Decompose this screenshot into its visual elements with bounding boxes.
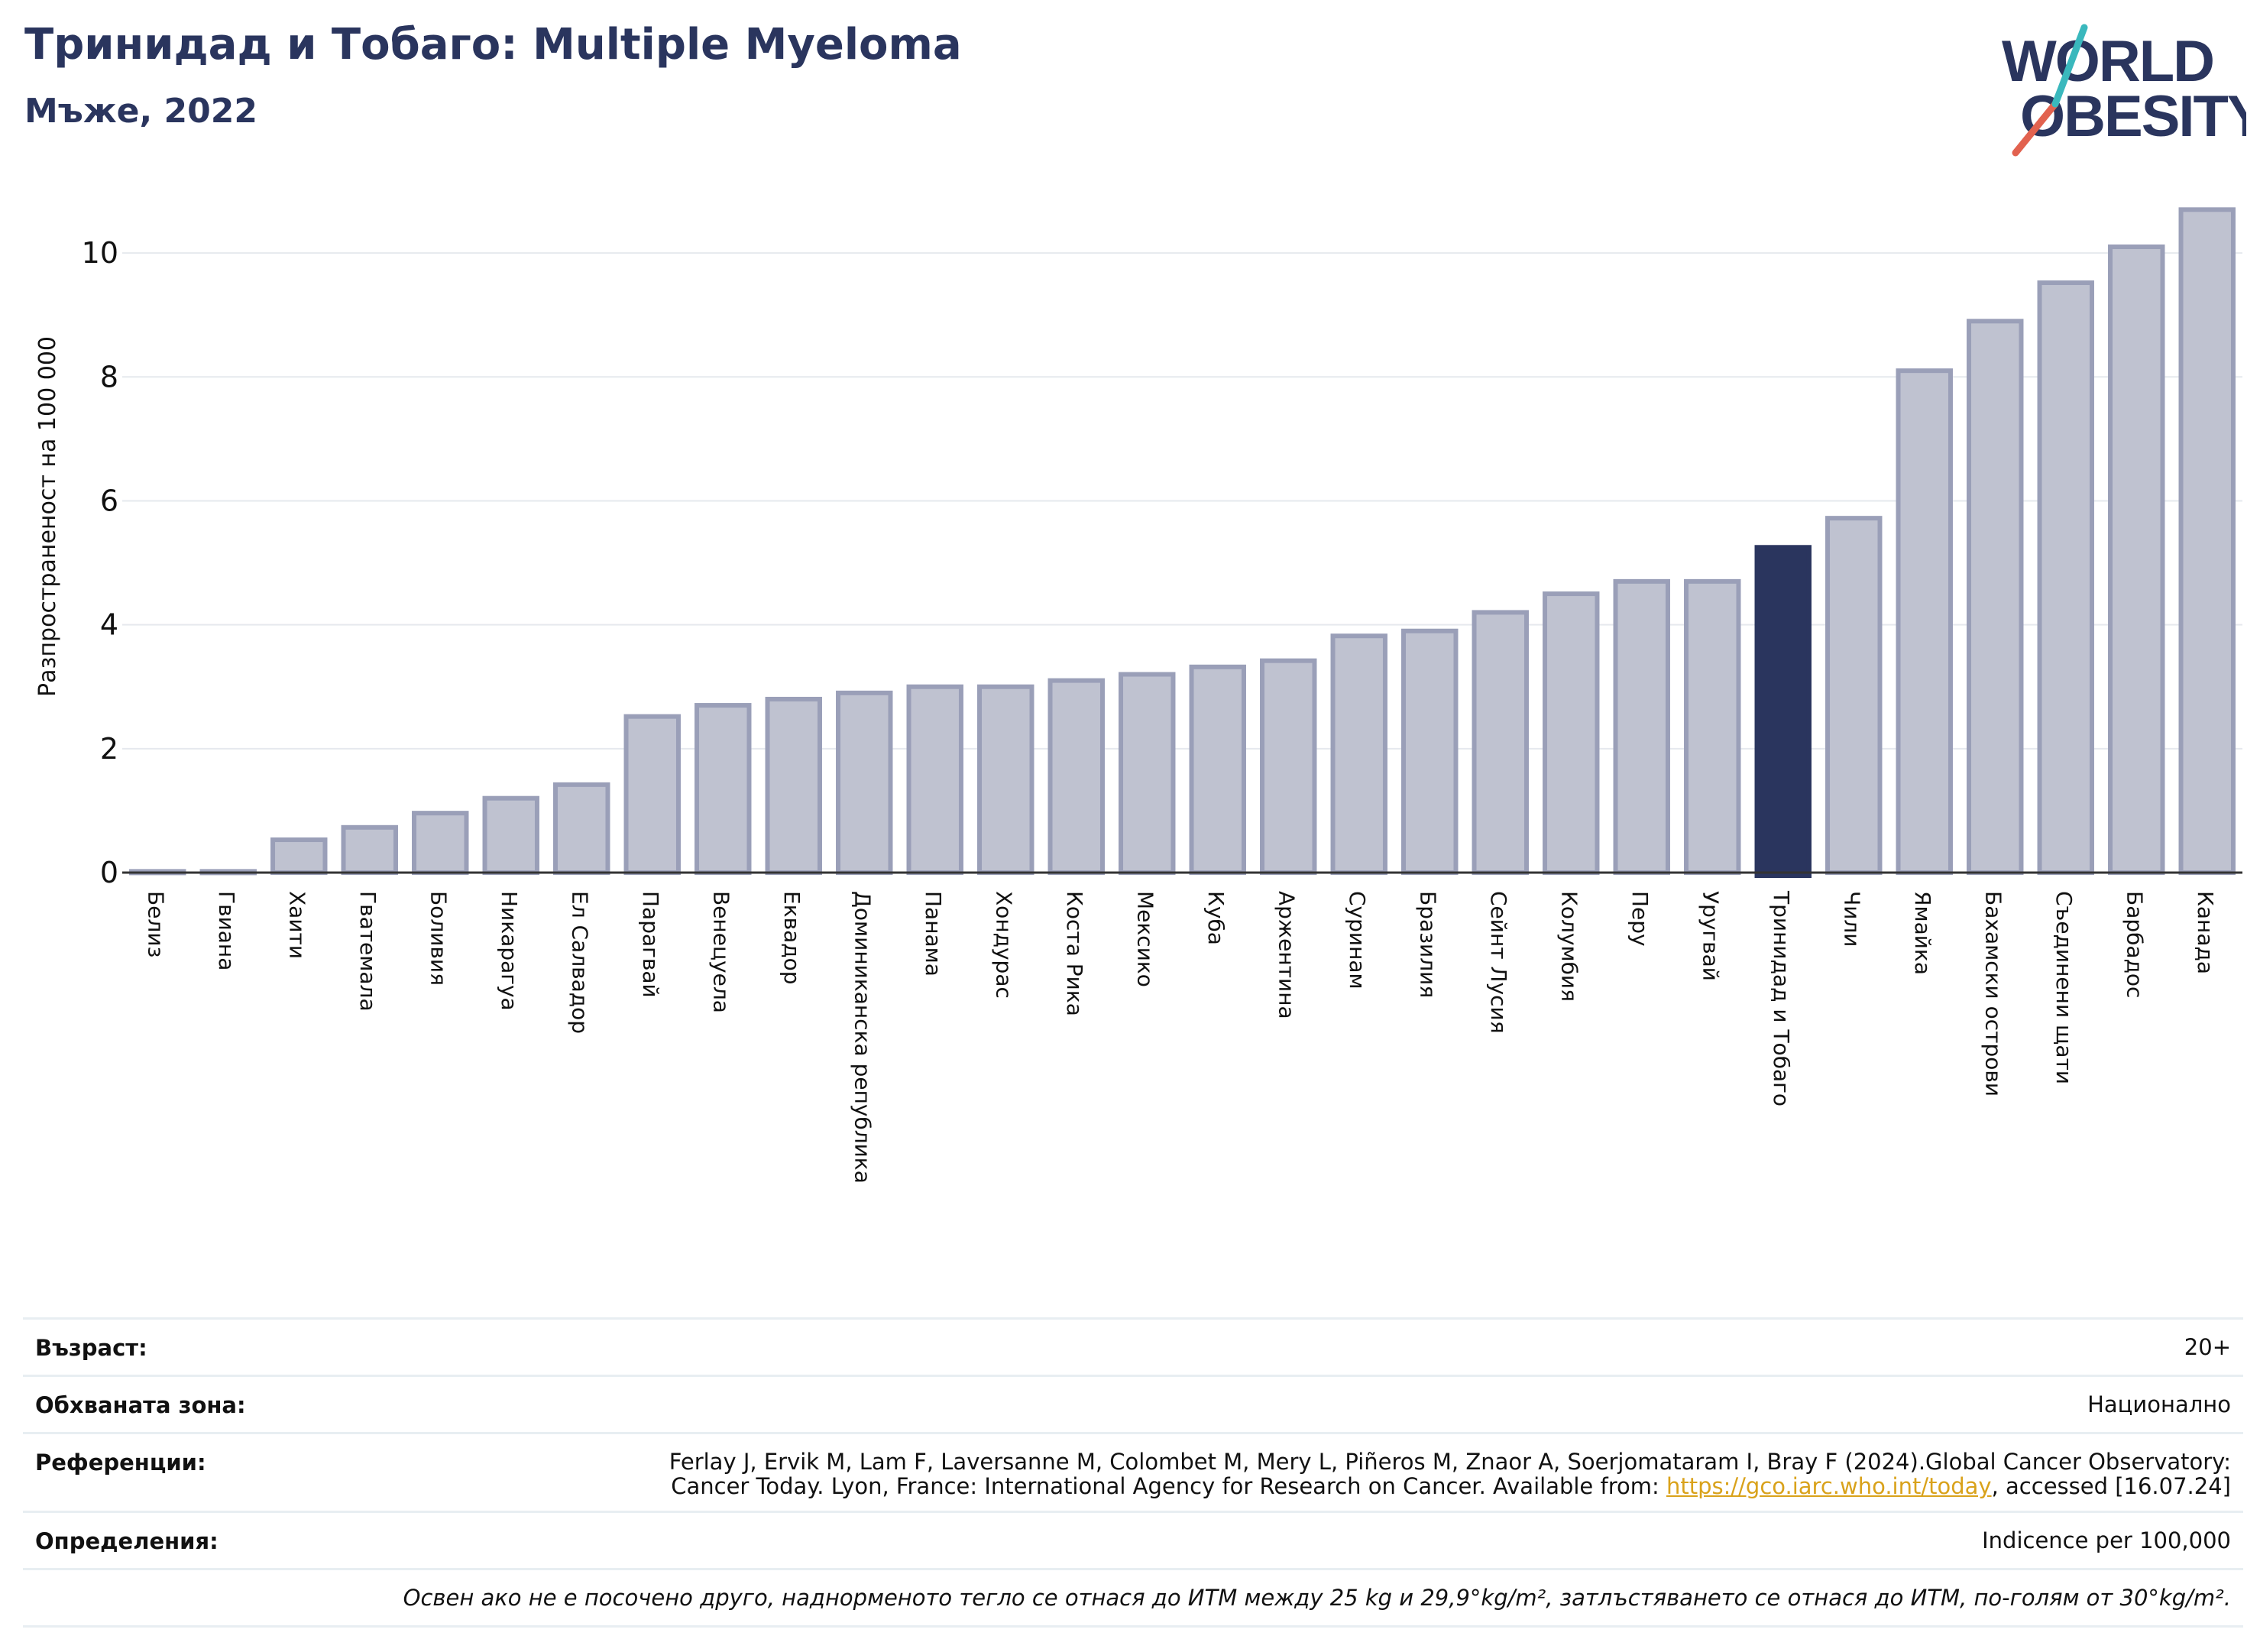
logo-slash-teal (2051, 24, 2088, 108)
x-tick-label: Хондурас (991, 891, 1016, 999)
references-label: Референции: (35, 1450, 206, 1475)
x-tick-label: Канада (2193, 891, 2218, 974)
x-tick-label: Белиз (143, 891, 168, 957)
bar (623, 714, 681, 875)
bar (1119, 672, 1176, 875)
x-tick-label: Чили (1839, 891, 1864, 947)
bar (1472, 610, 1529, 875)
bars (129, 207, 2236, 878)
x-tick-label: Гватемала (355, 891, 380, 1012)
footnote: Освен ако не е посочено друго, наднормен… (403, 1585, 2231, 1611)
bar (1260, 658, 1317, 875)
references-line-1: Ferlay J, Ervik M, Lam F, Laversanne M, … (669, 1449, 2231, 1475)
info-row-coverage: Обхваната зона: Национално (23, 1375, 2243, 1432)
world-obesity-logo: WORLD OBESITY (2002, 24, 2246, 157)
x-tick-label: Доминиканска република (850, 891, 875, 1184)
x-tick-label: Ямайка (1910, 891, 1935, 975)
bar (1967, 319, 2024, 876)
bar (2178, 207, 2236, 875)
x-tick-label: Перу (1627, 891, 1653, 947)
bar (765, 696, 822, 875)
bar (906, 684, 963, 876)
definitions-value: Indicence per 100,000 (1982, 1527, 2231, 1553)
page-title: Тринидад и Тобаго: Multiple Myeloma (24, 20, 962, 70)
bar (695, 703, 752, 876)
bar (412, 811, 469, 875)
y-tick-label: 8 (100, 360, 118, 394)
x-tick-label: Парагвай (638, 891, 663, 998)
x-tick-label: Съединени щати (2051, 891, 2077, 1084)
x-axis-ticks: Белиз Гвиана Хаити Гватемала Боливия Никарагу… (143, 890, 2218, 1184)
y-tick-label: 2 (100, 732, 118, 766)
bar (1684, 578, 1741, 875)
bar (1330, 633, 1387, 875)
x-tick-label: Барбадос (2122, 891, 2147, 998)
x-tick-label: Боливия (426, 891, 451, 986)
bar (1401, 628, 1459, 876)
x-tick-label: Уругвай (1698, 891, 1723, 981)
bar (482, 795, 539, 876)
x-tick-label: Панама (921, 891, 946, 977)
x-tick-label: Аржентина (1274, 891, 1299, 1019)
y-tick-label: 0 (100, 856, 118, 889)
x-tick-label: Куба (1203, 891, 1229, 945)
y-tick-label: 4 (100, 608, 118, 642)
age-value: 20+ (2184, 1334, 2231, 1360)
x-tick-label: Коста Рика (1062, 891, 1087, 1016)
definitions-label: Определения: (35, 1528, 219, 1554)
coverage-value: Национално (2087, 1391, 2231, 1417)
bar (553, 782, 610, 876)
bar (836, 690, 893, 875)
bar (1613, 578, 1670, 875)
bar (977, 684, 1034, 876)
x-tick-label: Хаити (284, 891, 309, 959)
x-tick-label: Никарагуа (497, 891, 522, 1011)
coverage-label: Обхваната зона: (35, 1392, 246, 1418)
x-tick-label: Еквадор (779, 891, 805, 985)
info-table: Възраст: 20+ Обхваната зона: Национално … (23, 1317, 2243, 1628)
references-value: Ferlay J, Ervik M, Lam F, Laversanne M, … (669, 1450, 2231, 1498)
info-row-footnote: Освен ако не е посочено друго, наднормен… (23, 1568, 2243, 1628)
age-label: Възраст: (35, 1335, 147, 1361)
bar (1896, 368, 1953, 875)
x-tick-label: Тринидад и Тобаго (1769, 890, 1794, 1106)
x-tick-label: Ел Салвадор (567, 891, 592, 1034)
references-line-2-post: , accessed [16.07.24] (1991, 1473, 2231, 1499)
x-tick-label: Сейнт Лусия (1486, 891, 1511, 1034)
y-tick-label: 10 (82, 236, 118, 270)
x-tick-label: Суринам (1345, 891, 1370, 990)
x-tick-label: Мексико (1132, 891, 1158, 987)
bar (341, 824, 398, 875)
logo-word-1: WORLD (2002, 29, 2213, 94)
y-axis-label: Разпространеност на 100 000 (34, 336, 61, 697)
y-axis-ticks: 0 2 4 6 8 10 (82, 236, 118, 889)
x-tick-label: Колумбия (1556, 891, 1582, 1002)
info-row-age: Възраст: 20+ (23, 1317, 2243, 1375)
bar (2037, 280, 2094, 876)
logo-slash-red (2012, 100, 2059, 157)
x-tick-label: Бахамски острови (1980, 891, 2006, 1096)
x-tick-label: Бразилия (1415, 891, 1440, 998)
bar (1047, 678, 1105, 875)
y-tick-label: 6 (100, 484, 118, 517)
x-tick-label: Гвиана (214, 891, 239, 970)
info-row-references: Референции: Ferlay J, Ervik M, Lam F, La… (23, 1432, 2243, 1511)
references-line-2-pre: Cancer Today. Lyon, France: Internationa… (671, 1473, 1666, 1499)
bar (270, 837, 328, 876)
info-row-definitions: Определения: Indicence per 100,000 (23, 1511, 2243, 1568)
bar (1754, 545, 1812, 878)
bar (2108, 244, 2165, 875)
x-tick-label: Венецуела (708, 891, 733, 1013)
bar-chart: 0 2 4 6 8 10 Белиз Гвиана Хаити Гватемала Боливия… (34, 207, 2242, 1184)
bar (1189, 664, 1246, 876)
page-subtitle: Мъже, 2022 (24, 92, 257, 131)
bar (1825, 516, 1883, 875)
references-link[interactable]: https://gco.iarc.who.int/today (1666, 1473, 1992, 1499)
bar (1543, 591, 1600, 875)
